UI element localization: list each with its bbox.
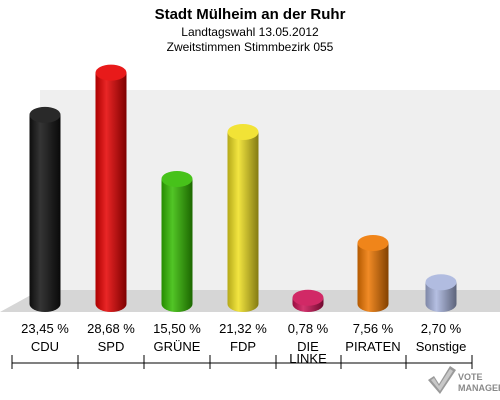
bar-7 xyxy=(425,274,457,312)
bars-group xyxy=(29,64,457,312)
bar-body-1 xyxy=(29,114,61,312)
chart-title: Stadt Mülheim an der Ruhr xyxy=(154,6,346,23)
value-label-4: 21,32 % xyxy=(219,321,267,336)
bar-6 xyxy=(357,235,389,312)
category-label-2: SPD xyxy=(98,339,125,354)
bar-3 xyxy=(161,170,193,312)
vote-manager-logo: VOTE MANAGER xyxy=(428,366,500,394)
bar-1 xyxy=(29,106,61,312)
category-label-5-line2: LINKE xyxy=(289,351,327,366)
value-label-5: 0,78 % xyxy=(288,321,329,336)
category-label-3: GRÜNE xyxy=(154,339,201,354)
bar-cap-6 xyxy=(357,235,389,252)
category-label-1: CDU xyxy=(31,339,59,354)
bar-cap-5 xyxy=(292,289,324,306)
bar-cap-3 xyxy=(161,170,193,187)
bar-body-6 xyxy=(357,243,389,312)
watermark-line2: MANAGER xyxy=(458,383,500,393)
category-label-7: Sonstige xyxy=(416,339,467,354)
watermark-line1: VOTE xyxy=(458,372,483,382)
value-label-2: 28,68 % xyxy=(87,321,135,336)
value-label-1: 23,45 % xyxy=(21,321,69,336)
value-label-7: 2,70 % xyxy=(421,321,462,336)
bar-cap-2 xyxy=(95,64,127,81)
bar-body-2 xyxy=(95,72,127,312)
bar-body-3 xyxy=(161,178,193,312)
chart-subtitle-district: Zweitstimmen Stimmbezirk 055 xyxy=(166,40,334,54)
category-label-6: PIRATEN xyxy=(345,339,400,354)
bar-5 xyxy=(292,289,324,312)
bar-2 xyxy=(95,64,127,312)
bar-body-7 xyxy=(425,282,457,312)
bar-cap-4 xyxy=(227,124,259,141)
bar-cap-1 xyxy=(29,106,61,123)
value-labels-group: 23,45 % 28,68 % 15,50 % 21,32 % 0,78 % 7,56 %… xyxy=(21,321,462,336)
value-label-3: 15,50 % xyxy=(153,321,201,336)
bar-cap-7 xyxy=(425,274,457,291)
category-label-5-line1: DIE xyxy=(297,339,319,354)
category-axis xyxy=(11,355,473,369)
chart-subtitle-election: Landtagswahl 13.05.2012 xyxy=(181,25,319,39)
category-label-4: FDP xyxy=(230,339,256,354)
bar-4 xyxy=(227,124,259,312)
bar-body-4 xyxy=(227,132,259,312)
checkmark-icon xyxy=(428,366,456,394)
value-label-6: 7,56 % xyxy=(353,321,394,336)
